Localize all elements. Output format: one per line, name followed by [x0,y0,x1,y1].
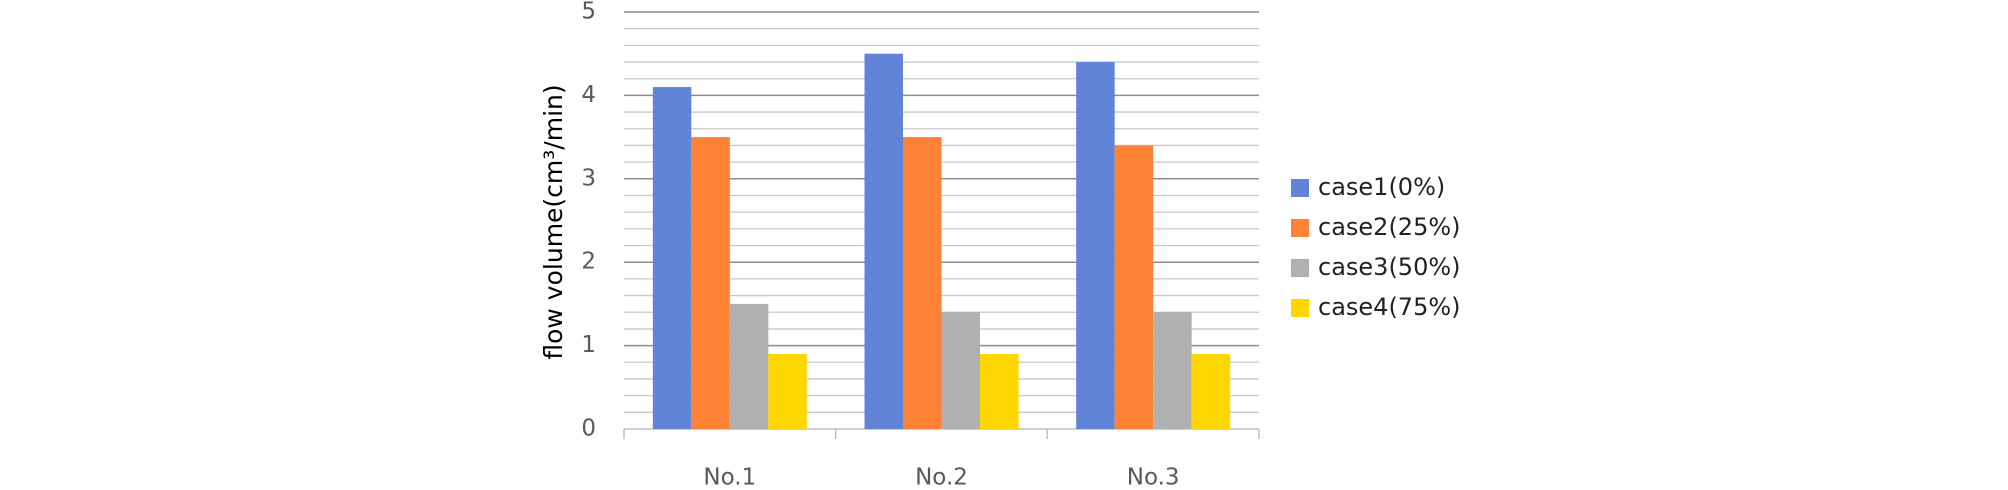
legend-label: case4(75%) [1318,293,1461,321]
bar [941,312,980,429]
x-tick-label: No.1 [703,465,756,490]
legend-label: case1(0%) [1318,173,1445,201]
bar [1153,312,1192,429]
bar [980,353,1019,429]
legend-label: case2(25%) [1318,213,1461,241]
bar [652,87,692,429]
legend-swatch [1291,259,1309,277]
y-tick-label: 3 [581,165,596,191]
legend-label: case3(50%) [1318,253,1461,281]
bar [864,53,903,429]
y-tick-label: 4 [581,82,596,108]
x-tick-label: No.2 [915,465,968,490]
y-tick-label: 5 [581,0,596,25]
x-tick-label: No.3 [1127,465,1180,490]
bar [691,137,730,429]
y-tick-label: 2 [581,249,596,275]
legend-swatch [1291,219,1309,237]
y-tick-label: 0 [581,416,596,442]
bar [1191,353,1231,429]
bar [903,137,942,429]
legend-swatch [1291,299,1309,317]
y-tick-label: 1 [581,332,596,358]
bar [1076,62,1115,429]
y-axis-label: flow volume(cm³/min) [539,84,568,359]
bar [768,353,807,429]
bar [1114,145,1154,429]
bar [729,303,769,429]
legend-swatch [1291,179,1309,197]
